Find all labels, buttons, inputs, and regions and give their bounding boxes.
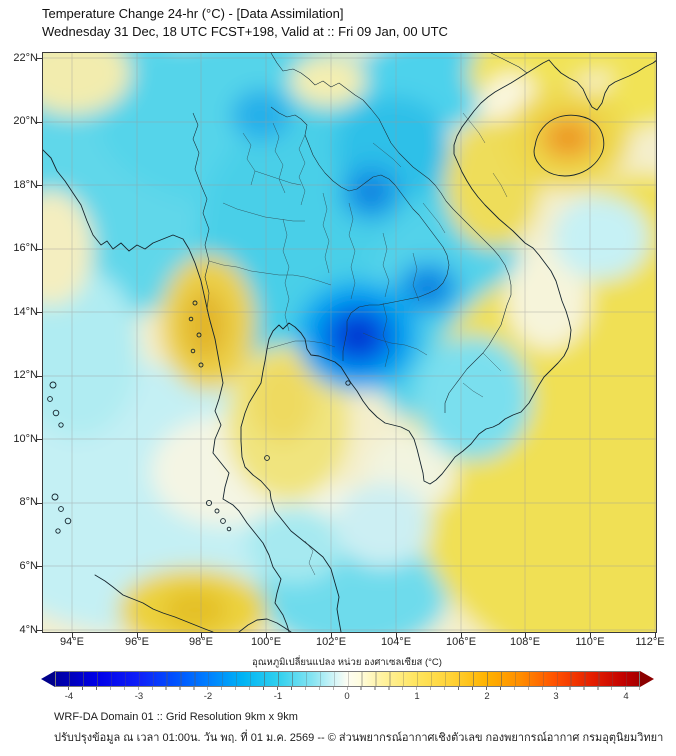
graticule	[43, 53, 656, 632]
y-axis-tick	[37, 503, 42, 504]
province-borders	[208, 112, 508, 576]
x-axis-label: 100°E	[250, 636, 282, 648]
y-axis-tick	[37, 566, 42, 567]
x-axis-label: 106°E	[445, 636, 477, 648]
x-axis-tick	[266, 633, 267, 638]
y-axis-label: 22°N	[13, 52, 38, 64]
anomaly-color-field	[43, 53, 656, 632]
x-axis-label: 96°E	[125, 636, 149, 648]
y-axis-label: 20°N	[13, 115, 38, 127]
colorbar-tick-label: 1	[414, 691, 420, 702]
x-axis-label: 112°E	[635, 636, 665, 648]
coastline	[43, 59, 656, 632]
y-axis-tick	[37, 122, 42, 123]
page-subtitle: Wednesday 31 Dec, 18 UTC FCST+198, Valid…	[42, 24, 448, 39]
colorbar-tick-label: -2	[203, 691, 213, 702]
y-axis-tick	[37, 439, 42, 440]
colorbar-tick-label: 2	[484, 691, 490, 702]
colorbar-tick-label: -1	[273, 691, 283, 702]
x-axis-tick	[590, 633, 591, 638]
x-axis-label: 108°E	[509, 636, 541, 648]
x-axis-tick	[461, 633, 462, 638]
x-axis-tick	[137, 633, 138, 638]
colorbar-min-arrow	[41, 671, 55, 687]
y-axis-tick	[37, 312, 42, 313]
colorbar-max-arrow	[640, 671, 654, 687]
y-axis-label: 10°N	[13, 433, 38, 445]
colorbar-tick-label: -3	[134, 691, 144, 702]
domain-info-text: WRF-DA Domain 01 :: Grid Resolution 9km …	[54, 711, 298, 723]
x-axis-tick	[331, 633, 332, 638]
x-axis-label: 102°E	[315, 636, 347, 648]
colorbar-tick-label: 0	[344, 691, 350, 702]
country-borders	[192, 53, 528, 413]
x-axis-tick	[72, 633, 73, 638]
temperature-field-map	[43, 53, 656, 632]
x-axis-label: 94°E	[60, 636, 84, 648]
x-axis-tick	[396, 633, 397, 638]
y-axis-label: 4°N	[19, 624, 38, 636]
y-axis-tick	[37, 630, 42, 631]
y-axis-label: 12°N	[13, 369, 38, 381]
y-axis-tick	[37, 185, 42, 186]
x-axis-label: 98°E	[189, 636, 213, 648]
y-axis-label: 16°N	[13, 242, 38, 254]
page-title: Temperature Change 24-hr (°C) - [Data As…	[42, 6, 344, 21]
x-axis-label: 110°E	[575, 636, 605, 648]
colorbar-gradient	[55, 671, 640, 687]
update-credit-text: ปรับปรุงข้อมูล ณ เวลา 01:00น. วัน พฤ. ที…	[54, 732, 664, 744]
colorbar-minor-ticks	[55, 687, 640, 690]
y-axis-label: 6°N	[19, 560, 38, 572]
y-axis-label: 14°N	[13, 306, 38, 318]
y-axis-tick	[37, 58, 42, 59]
x-axis-tick	[525, 633, 526, 638]
colorbar-tick-label: 3	[553, 691, 559, 702]
x-axis-tick	[201, 633, 202, 638]
map-canvas	[42, 52, 657, 633]
x-axis-tick	[655, 633, 656, 638]
y-axis-tick	[37, 249, 42, 250]
y-axis-tick	[37, 376, 42, 377]
colorbar-title: อุณหภูมิเปลี่ยนแปลง หน่วย องศาเซลเซียส (…	[252, 657, 442, 668]
colorbar-tick-label: -4	[64, 691, 74, 702]
x-axis-label: 104°E	[380, 636, 412, 648]
y-axis-label: 8°N	[19, 496, 38, 508]
y-axis-label: 18°N	[13, 179, 38, 191]
colorbar-tick-label: 4	[623, 691, 629, 702]
